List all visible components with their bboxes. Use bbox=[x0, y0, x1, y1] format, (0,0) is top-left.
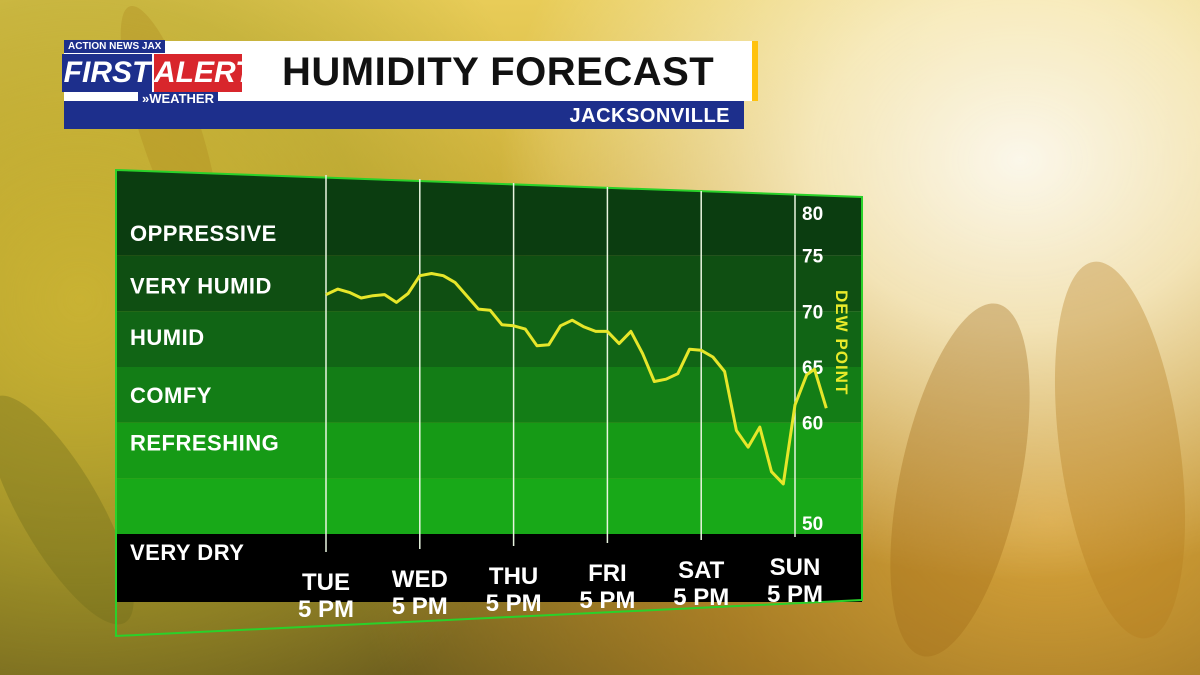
time-label: 5 PM bbox=[767, 581, 823, 608]
time-label: 5 PM bbox=[486, 590, 542, 617]
time-label: 5 PM bbox=[673, 584, 729, 611]
band-label: VERY DRY bbox=[130, 540, 244, 565]
day-label: THU bbox=[489, 563, 538, 590]
header-accent bbox=[752, 41, 758, 101]
dew-point-line bbox=[325, 272, 828, 486]
day-label: SUN bbox=[770, 554, 821, 581]
day-label: SAT bbox=[678, 557, 725, 584]
band-label: HUMID bbox=[130, 325, 205, 350]
band-very-humid bbox=[116, 255, 862, 312]
y-tick-label: 60 bbox=[802, 414, 823, 435]
band-labels: OPPRESSIVE VERY HUMID HUMID COMFY REFRESHING… bbox=[130, 221, 279, 565]
y-tick-label: 75 bbox=[802, 247, 824, 268]
band-humid bbox=[116, 311, 862, 367]
band-label: REFRESHING bbox=[130, 431, 279, 456]
day-label: WED bbox=[392, 566, 448, 593]
x-axis-strip bbox=[116, 534, 862, 602]
station-logo: ACTION NEWS JAX FIRST ALERT »WEATHER bbox=[58, 40, 253, 106]
y-axis-title: DEW POINT bbox=[832, 290, 851, 395]
humidity-bands bbox=[116, 170, 862, 534]
time-label: 5 PM bbox=[298, 596, 354, 623]
page-title: HUMIDITY FORECAST bbox=[282, 50, 715, 94]
band-label: VERY HUMID bbox=[130, 274, 272, 299]
logo-weather-text: »WEATHER bbox=[138, 92, 218, 106]
band-comfy bbox=[116, 367, 862, 423]
band-very-dry bbox=[116, 478, 862, 534]
location-label: JACKSONVILLE bbox=[569, 105, 730, 127]
y-tick-label: 70 bbox=[802, 302, 823, 323]
time-label: 5 PM bbox=[579, 587, 635, 614]
time-label: 5 PM bbox=[392, 593, 448, 620]
logo-alert-text: ALERT bbox=[154, 54, 253, 92]
chart-frame bbox=[115, 168, 863, 638]
day-label: TUE bbox=[302, 569, 350, 596]
y-tick-label: 50 bbox=[802, 514, 823, 535]
day-gridlines bbox=[325, 175, 796, 552]
logo-station-name: ACTION NEWS JAX bbox=[64, 40, 166, 53]
logo-first-text: FIRST bbox=[62, 54, 152, 92]
day-label: FRI bbox=[588, 560, 627, 587]
y-tick-label: 80 bbox=[802, 204, 823, 225]
band-label: OPPRESSIVE bbox=[130, 221, 277, 246]
band-label: COMFY bbox=[130, 383, 212, 408]
